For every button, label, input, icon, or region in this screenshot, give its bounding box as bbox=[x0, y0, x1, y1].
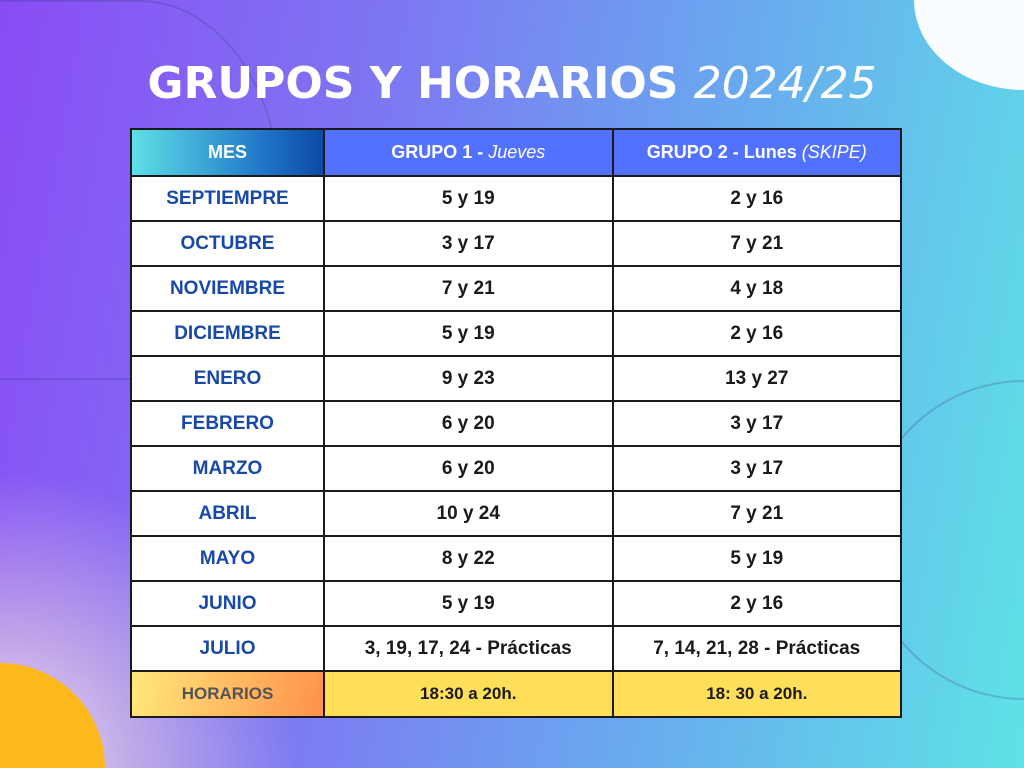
month-cell: ENERO bbox=[130, 355, 325, 402]
table-row: MAYO 8 y 22 5 y 19 bbox=[130, 535, 902, 582]
month-cell: DICIEMBRE bbox=[130, 310, 325, 357]
grupo-2-dates: 7 y 21 bbox=[611, 490, 902, 537]
table-row: ABRIL 10 y 24 7 y 21 bbox=[130, 490, 902, 537]
grupo-1-dates: 6 y 20 bbox=[323, 400, 614, 447]
grupo-2-dates: 7, 14, 21, 28 - Prácticas bbox=[611, 625, 902, 672]
horarios-row: HORARIOS 18:30 a 20h. 18: 30 a 20h. bbox=[130, 670, 902, 718]
table-row: FEBRERO 6 y 20 3 y 17 bbox=[130, 400, 902, 447]
grupo-1-dates: 3 y 17 bbox=[323, 220, 614, 267]
grupo-2-dates: 3 y 17 bbox=[611, 400, 902, 447]
schedule-table: MES GRUPO 1 - Jueves GRUPO 2 - Lunes (SK… bbox=[130, 128, 902, 718]
horarios-label: HORARIOS bbox=[130, 670, 325, 718]
grupo-2-dates: 7 y 21 bbox=[611, 220, 902, 267]
month-cell: JUNIO bbox=[130, 580, 325, 627]
table-row: OCTUBRE 3 y 17 7 y 21 bbox=[130, 220, 902, 267]
table-row: ENERO 9 y 23 13 y 27 bbox=[130, 355, 902, 402]
table-row: JULIO 3, 19, 17, 24 - Prácticas 7, 14, 21,… bbox=[130, 625, 902, 672]
grupo-2-dates: 3 y 17 bbox=[611, 445, 902, 492]
table-row: NOVIEMBRE 7 y 21 4 y 18 bbox=[130, 265, 902, 312]
header-grupo-2: GRUPO 2 - Lunes (SKIPE) bbox=[611, 128, 902, 177]
grupo-1-dates: 5 y 19 bbox=[323, 175, 614, 222]
month-cell: ABRIL bbox=[130, 490, 325, 537]
grupo-1-dates: 10 y 24 bbox=[323, 490, 614, 537]
table-row: SEPTIEMPRE 5 y 19 2 y 16 bbox=[130, 175, 902, 222]
grupo-2-dates: 13 y 27 bbox=[611, 355, 902, 402]
table-row: MARZO 6 y 20 3 y 17 bbox=[130, 445, 902, 492]
grupo-1-dates: 5 y 19 bbox=[323, 580, 614, 627]
grupo-2-dates: 4 y 18 bbox=[611, 265, 902, 312]
month-cell: SEPTIEMPRE bbox=[130, 175, 325, 222]
grupo-1-dates: 3, 19, 17, 24 - Prácticas bbox=[323, 625, 614, 672]
header-grupo-1: GRUPO 1 - Jueves bbox=[323, 128, 614, 177]
grupo-2-dates: 2 y 16 bbox=[611, 310, 902, 357]
table-header-row: MES GRUPO 1 - Jueves GRUPO 2 - Lunes (SK… bbox=[130, 128, 902, 177]
grupo-1-time: 18:30 a 20h. bbox=[323, 670, 614, 718]
grupo-1-dates: 6 y 20 bbox=[323, 445, 614, 492]
header-mes: MES bbox=[130, 128, 325, 177]
month-cell: OCTUBRE bbox=[130, 220, 325, 267]
grupo-1-dates: 9 y 23 bbox=[323, 355, 614, 402]
table-row: JUNIO 5 y 19 2 y 16 bbox=[130, 580, 902, 627]
grupo-1-dates: 8 y 22 bbox=[323, 535, 614, 582]
month-cell: FEBRERO bbox=[130, 400, 325, 447]
month-cell: MAYO bbox=[130, 535, 325, 582]
grupo-2-dates: 2 y 16 bbox=[611, 580, 902, 627]
month-cell: JULIO bbox=[130, 625, 325, 672]
grupo-2-time: 18: 30 a 20h. bbox=[611, 670, 902, 718]
grupo-2-dates: 2 y 16 bbox=[611, 175, 902, 222]
month-cell: NOVIEMBRE bbox=[130, 265, 325, 312]
grupo-1-dates: 7 y 21 bbox=[323, 265, 614, 312]
grupo-2-dates: 5 y 19 bbox=[611, 535, 902, 582]
month-cell: MARZO bbox=[130, 445, 325, 492]
page-title: GRUPOS Y HORARIOS 2024/25 bbox=[147, 58, 877, 109]
grupo-1-dates: 5 y 19 bbox=[323, 310, 614, 357]
table-row: DICIEMBRE 5 y 19 2 y 16 bbox=[130, 310, 902, 357]
